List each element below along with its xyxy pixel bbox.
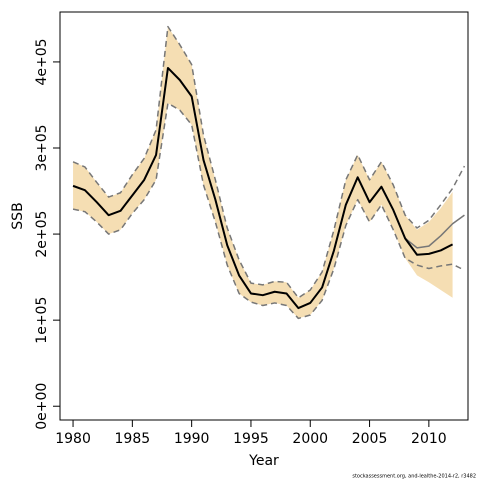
ssb-line [72,66,454,310]
x-tick-label: 1990 [174,431,210,447]
x-tick-label: 2005 [352,431,388,447]
plot-frame [59,11,469,421]
x-tick-label: 1995 [233,431,269,447]
x-tick-label: 2010 [411,431,447,447]
y-tick-label: 4e+05 [34,38,50,85]
ssb-line [72,102,465,320]
y-tick-label: 0e+00 [34,383,50,430]
x-tick-label: 2000 [292,431,328,447]
x-tick-label: 1980 [55,431,91,447]
y-tick-label: 3e+05 [34,124,50,171]
ssb-line [72,25,466,299]
x-tick-label: 1985 [115,431,151,447]
confidence-band [73,26,453,319]
ssb-line [404,214,465,249]
plot-area [72,25,466,320]
y-tick-label: 2e+05 [34,211,50,258]
x-axis-label: Year [248,453,279,469]
footnote: stockassessment.org, and-lealthe-2014-r2… [352,474,476,480]
y-axis-label: SSB [10,202,26,229]
y-tick-label: 1e+05 [34,297,50,344]
